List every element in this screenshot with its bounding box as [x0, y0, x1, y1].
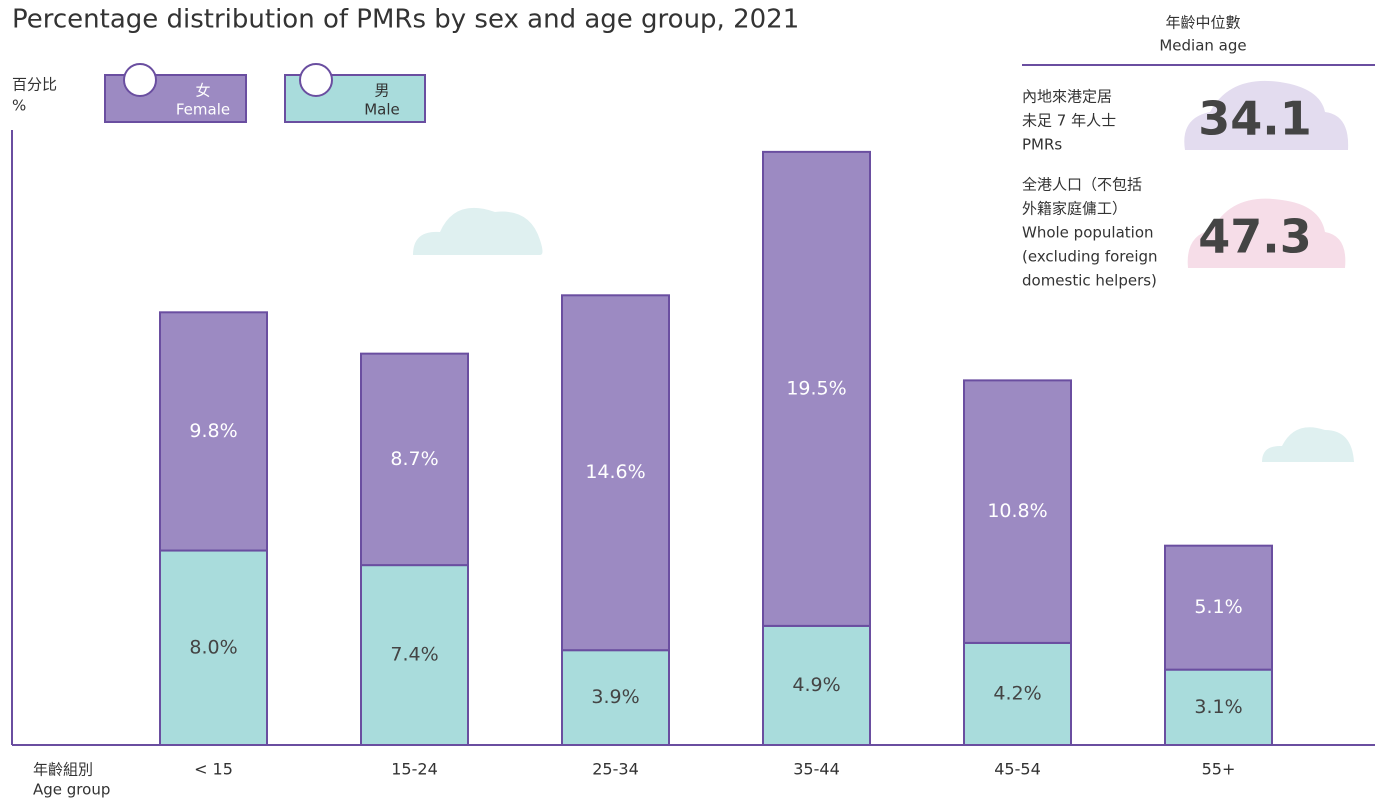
x-axis-label-zh: 年齡組別 — [33, 761, 93, 779]
cloud — [1184, 80, 1349, 150]
median-label: 全港人口（不包括 — [1022, 176, 1142, 194]
bar-segment — [963, 379, 1072, 644]
y-axis-label: % — [12, 97, 26, 115]
x-tick-label: 15-24 — [391, 760, 438, 779]
cloud — [413, 207, 543, 255]
x-tick-label: 45-54 — [994, 760, 1041, 779]
x-tick-label: < 15 — [194, 760, 233, 779]
bar-segment — [360, 352, 469, 567]
data-label: 7.4% — [390, 644, 438, 666]
bar-segment — [1164, 544, 1273, 671]
bar-segment — [963, 641, 1072, 747]
data-label: 4.2% — [993, 682, 1041, 704]
y-axis-label-zh: 百分比 — [12, 76, 57, 94]
data-label: 19.5% — [786, 377, 846, 399]
x-tick-label: 25-34 — [592, 760, 639, 779]
data-label: 3.9% — [591, 686, 639, 708]
legend-label: Male — [364, 101, 400, 119]
legend-label-zh: 男 — [374, 82, 389, 100]
cloud — [1262, 427, 1354, 462]
data-label: 8.7% — [390, 448, 438, 470]
data-label: 3.1% — [1194, 696, 1242, 718]
median-label: (excluding foreign — [1022, 248, 1158, 266]
median-label: PMRs — [1022, 136, 1062, 154]
median-value: 34.1 — [1198, 92, 1312, 146]
bar-segment — [561, 294, 670, 652]
data-label: 8.0% — [189, 636, 237, 658]
bar-segment — [762, 150, 871, 627]
data-label: 4.9% — [792, 674, 840, 696]
bar-segment — [1164, 668, 1273, 747]
bar-segment — [561, 649, 670, 746]
data-label: 10.8% — [987, 500, 1047, 522]
legend-label: Female — [176, 101, 230, 119]
x-tick-label: 55+ — [1202, 760, 1236, 779]
bar-segment — [159, 549, 268, 746]
median-label: domestic helpers) — [1022, 272, 1157, 290]
x-tick-label: 35-44 — [793, 760, 840, 779]
median-value: 47.3 — [1198, 210, 1312, 264]
median-label: 外籍家庭傭工） — [1022, 200, 1127, 218]
median-title: Median age — [1159, 37, 1246, 55]
legend-icon — [123, 63, 157, 97]
median-label: 未足 7 年人士 — [1022, 112, 1116, 130]
x-axis-label: Age group — [33, 781, 110, 798]
bar-segment — [762, 624, 871, 747]
bar-segment — [159, 311, 268, 552]
legend-icon — [299, 63, 333, 97]
bar-segment — [360, 564, 469, 747]
median-label: Whole population — [1022, 224, 1154, 242]
median-title-zh: 年齡中位數 — [1165, 14, 1240, 32]
chart-title: Percentage distribution of PMRs by sex a… — [12, 5, 799, 35]
legend-label-zh: 女 — [195, 82, 210, 100]
data-label: 14.6% — [585, 461, 645, 483]
median-label: 內地來港定居 — [1022, 88, 1112, 106]
cloud — [1187, 198, 1346, 268]
data-label: 5.1% — [1194, 596, 1242, 618]
data-label: 9.8% — [189, 420, 237, 442]
